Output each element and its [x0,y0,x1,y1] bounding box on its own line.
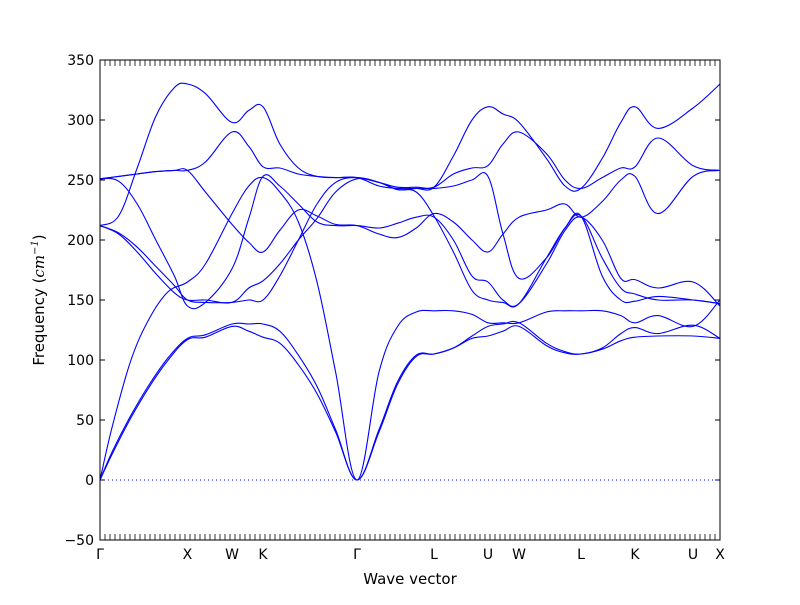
y-tick-label: 100 [67,353,94,369]
x-tick-label-K: K [258,547,268,563]
x-tick-label-Γ: Γ [96,547,104,563]
phonon-bands [99,82,721,481]
y-tick-label: 150 [67,293,94,309]
x-tick-label-U: U [688,547,698,563]
plot-area: −50 0 50 100 150 200 250 300 350 Γ X W K Γ L U W L K U X [64,53,725,563]
y-axis-label-close: ) [30,234,48,240]
plot-frame-border [99,59,721,541]
x-tick-label-X: X [183,547,193,563]
y-axis-label-text: Frequency ( [30,278,48,366]
y-tick-label: 50 [76,413,94,429]
y-axis-label-exponent: −1 [30,240,41,255]
y-axis-label: Frequency (cm−1) [30,234,48,365]
phonon-band-9 [99,168,721,253]
y-tick-label: 300 [67,113,94,129]
x-tick-label-W: W [512,547,526,563]
y-tick-label: 350 [67,53,94,69]
phonon-band-3 [99,176,721,481]
x-tick-label-L: L [430,547,438,563]
x-tick-label-W: W [225,547,239,563]
phonon-band-6 [99,174,721,310]
y-tick-label: 200 [67,233,94,249]
phonon-band-8 [99,131,721,189]
x-tick-label-L: L [577,547,585,563]
y-tick-label: 250 [67,173,94,189]
phonon-band-7 [99,82,721,227]
x-tick-label-U: U [483,547,493,563]
y-axis-label-unit: cm [30,255,48,278]
phonon-band-2 [99,320,721,481]
x-tick-label-Γ: Γ [353,547,361,563]
y-tick-label: 0 [85,473,94,489]
y-axis-ticks: −50 0 50 100 150 200 250 300 350 [64,53,720,549]
x-tick-label-K: K [630,547,640,563]
x-axis-label: Wave vector [363,570,457,588]
x-tick-label-X: X [715,547,725,563]
phonon-band-5 [99,177,721,308]
y-tick-label: −50 [64,533,94,549]
